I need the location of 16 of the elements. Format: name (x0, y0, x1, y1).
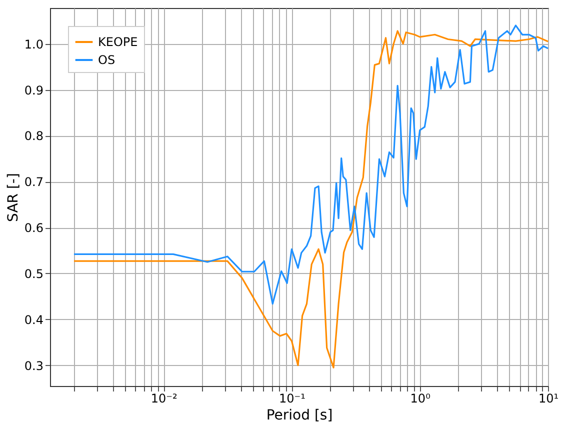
y-tick-label: 1.0 (24, 37, 44, 52)
x-axis-title: Period [s] (266, 408, 333, 424)
y-tick-label: 0.4 (24, 312, 44, 327)
legend-label: OS (98, 53, 116, 67)
y-tick-label: 0.7 (24, 175, 44, 190)
y-tick-label: 0.5 (24, 266, 44, 281)
x-tick-label: 10⁻² (150, 392, 178, 406)
x-tick-label: 10⁰ (410, 392, 431, 406)
y-tick-label: 0.8 (24, 129, 44, 144)
x-tick-label: 10¹ (538, 392, 559, 406)
x-tick-label: 10⁻¹ (278, 392, 306, 406)
y-tick-label: 0.9 (24, 83, 44, 98)
y-tick-label: 0.3 (24, 358, 44, 373)
y-tick-label: 0.6 (24, 221, 44, 236)
y-axis-title: SAR [-] (5, 173, 22, 222)
legend-label: KEOPE (98, 35, 138, 49)
